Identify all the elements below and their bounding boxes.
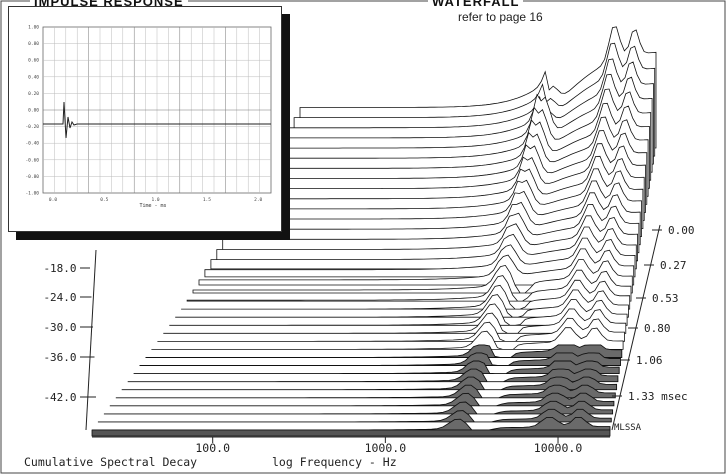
inset-y-tick-label: -0.20: [25, 124, 39, 130]
left-header-title: IMPULSE RESPONSE: [30, 0, 188, 9]
chart-title: Cumulative Spectral Decay: [24, 455, 198, 469]
inset-y-tick-label: 0.40: [28, 74, 39, 80]
waterfall-slice: [103, 400, 614, 415]
inset-x-tick-label: 2.0: [254, 197, 262, 203]
waterfall-slices: [91, 26, 657, 437]
waterfall-slice: [210, 226, 637, 270]
x-tick-label: 100.0: [195, 441, 230, 455]
z-axis-line: [611, 224, 661, 431]
x-axis: 100.0 1000.0 10000.0: [92, 436, 610, 455]
inset-y-ticks: 1.00 0.80 0.60 0.40 0.20 0.00 -0.20 -0.40 -0.60 -…: [25, 25, 39, 197]
y-axis: -18.0 -24.0 -30.0 -36.0 -42.0: [43, 249, 97, 431]
inset-x-tick-label: 1.0: [152, 197, 160, 203]
x-tick-label: 10000.0: [534, 441, 583, 455]
inset-y-tick-label: -0.40: [25, 141, 39, 147]
y-tick-label: -24.0: [43, 291, 76, 304]
waterfall-slice: [198, 248, 635, 286]
waterfall-slice: [97, 408, 612, 423]
waterfall-slice: [228, 192, 641, 246]
waterfall-slice: [240, 168, 644, 229]
z-tick-label: 0.80: [644, 322, 671, 335]
inset-x-label: Time - ms: [139, 203, 166, 209]
waterfall-floor-edge: [91, 429, 611, 437]
inset-grid: [42, 26, 272, 194]
inset-y-tick-label: -1.00: [25, 191, 39, 197]
z-tick-label: 0.27: [660, 259, 687, 272]
inset-y-tick-label: 0.00: [28, 108, 39, 114]
z-tick-label: 0.53: [652, 292, 679, 305]
waterfall-slice: [222, 203, 640, 254]
waterfall-slice: [216, 215, 638, 262]
impulse-response-plot: 1.00 0.80 0.60 0.40 0.20 0.00 -0.20 -0.40 -0.60 -…: [25, 25, 272, 209]
mlssa-label: MLSSA: [614, 423, 642, 433]
inset-y-tick-label: 0.20: [28, 91, 39, 97]
impulse-response-inset: 1.00 0.80 0.60 0.40 0.20 0.00 -0.20 -0.40 -0.60 -…: [8, 6, 282, 232]
z-tick-label: 1.06: [636, 354, 663, 367]
right-header-title: WATERFALL: [428, 0, 524, 9]
waterfall-slice: [234, 180, 642, 237]
impulse-trace: [43, 101, 271, 139]
inset-y-tick-label: 1.00: [28, 25, 39, 31]
inset-y-tick-label: -0.60: [25, 157, 39, 163]
waterfall-slice: [109, 392, 615, 407]
inset-x-ticks: 0.0 0.5 1.0 1.5 2.0: [49, 197, 263, 203]
z-tick-label: 0.00: [668, 224, 695, 237]
y-tick-label: -42.0: [43, 391, 76, 404]
y-tick-label: -36.0: [43, 351, 76, 364]
inset-x-tick-label: 0.0: [49, 197, 57, 203]
right-header-subtitle: refer to page 16: [458, 10, 543, 24]
z-axis: 0.00 0.27 0.53 0.80 1.06 1.33 msec: [611, 224, 695, 431]
x-axis-label: log Frequency - Hz: [272, 455, 397, 469]
z-tick-label: 1.33 msec: [628, 390, 688, 403]
inset-x-tick-label: 0.5: [100, 197, 108, 203]
y-tick-label: -30.0: [43, 321, 76, 334]
y-tick-label: -18.0: [43, 262, 76, 275]
waterfall-slice: [204, 237, 636, 278]
y-axis-line: [85, 249, 97, 431]
inset-y-tick-label: 0.60: [28, 58, 39, 64]
inset-y-tick-label: -0.80: [25, 174, 39, 180]
inset-x-tick-label: 1.5: [203, 197, 211, 203]
inset-y-tick-label: 0.80: [28, 41, 39, 47]
x-tick-label: 1000.0: [365, 441, 407, 455]
